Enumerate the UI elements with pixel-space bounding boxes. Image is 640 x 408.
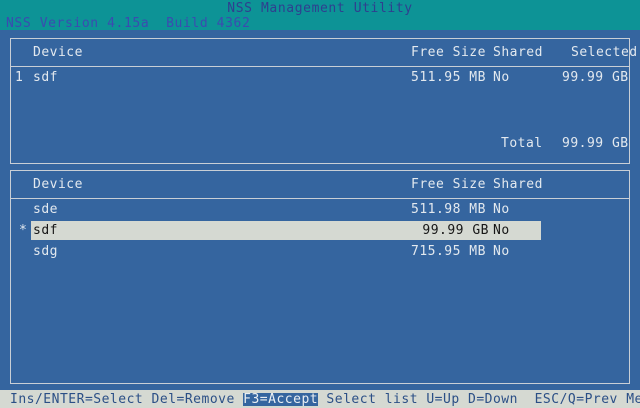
selected-panel-rows: 1 sdf 511.95 MB No 99.99 GB Total 99.99 … (11, 67, 629, 150)
header-shared: Shared (493, 45, 543, 60)
status-bar: Ins/ENTER=Select Del=Remove F3=Accept Se… (0, 390, 640, 408)
table-row[interactable]: 1 sdf 511.95 MB No 99.99 GB (11, 67, 629, 88)
list-item[interactable]: sde 511.98 MB No (11, 199, 629, 220)
selected-marker-icon: * (19, 223, 27, 238)
list-item-selected[interactable]: * sdf 99.99 GB No (11, 220, 629, 241)
header-device: Device (33, 45, 83, 60)
page-title: NSS Management Utility (227, 1, 413, 16)
row-free-size: 99.99 GB (422, 223, 489, 238)
header-free-size: Free Size (411, 45, 486, 60)
available-panel-rows: sde 511.98 MB No * sdf 99.99 GB No sdg 7… (11, 199, 629, 262)
row-free-size: 715.95 MB (411, 244, 486, 259)
status-hint-navigation[interactable]: Select list U=Up D=Down ESC/Q=Prev Menu (318, 391, 640, 407)
row-device-name: sdg (33, 244, 58, 259)
row-shared: No (493, 223, 510, 238)
header-selected: Selected (571, 45, 638, 60)
total-row: Total 99.99 GB (11, 137, 629, 157)
selected-panel-header-row: Device Free Size Shared Selected (11, 39, 637, 67)
header-free-size: Free Size (411, 177, 486, 192)
version-label: NSS Version 4.15a Build 4362 (6, 16, 251, 31)
app-banner: NSS Management Utility NSS Version 4.15a… (0, 0, 640, 32)
row-free-size: 511.95 MB (411, 70, 486, 85)
row-selected-size: 99.99 GB (562, 70, 629, 85)
available-devices-panel: Device Free Size Shared sde 511.98 MB No… (10, 170, 630, 384)
row-shared: No (493, 244, 510, 259)
row-device-name: sde (33, 202, 58, 217)
status-hint-accept[interactable]: F3=Accept (243, 391, 319, 407)
header-shared: Shared (493, 177, 543, 192)
available-panel-header-row: Device Free Size Shared (11, 171, 629, 199)
total-value: 99.99 GB (562, 136, 629, 151)
list-item[interactable]: sdg 715.95 MB No (11, 241, 629, 262)
row-shared: No (493, 202, 510, 217)
row-shared: No (493, 70, 510, 85)
cursor-highlight (31, 221, 541, 240)
selected-devices-panel: Device Free Size Shared Selected 1 sdf 5… (10, 38, 637, 164)
row-device-name: sdf (33, 70, 58, 85)
row-free-size: 511.98 MB (411, 202, 486, 217)
total-label: Total (501, 136, 543, 151)
status-hint-select-remove[interactable]: Ins/ENTER=Select Del=Remove (10, 391, 244, 407)
header-device: Device (33, 177, 83, 192)
row-index: 1 (15, 70, 24, 85)
terminal-body: Device Free Size Shared Selected 1 sdf 5… (0, 30, 640, 390)
row-device-name: sdf (33, 223, 58, 238)
